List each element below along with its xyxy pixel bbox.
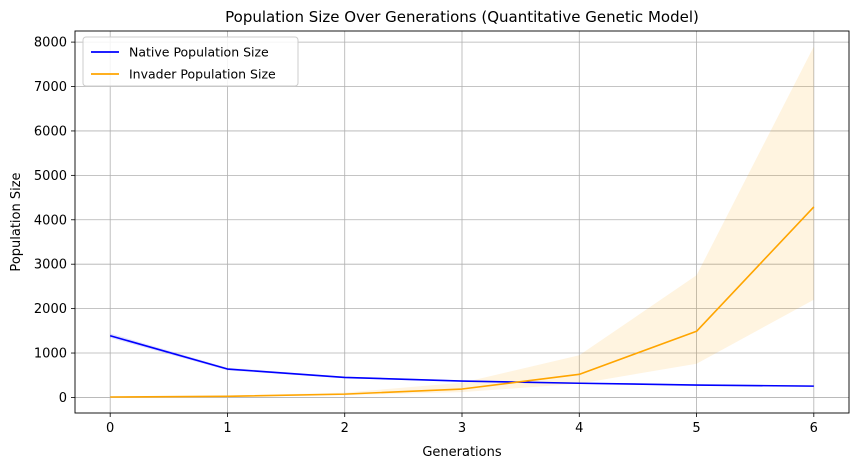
x-tick-label: 6 [810, 421, 818, 436]
y-tick-label: 1000 [34, 347, 67, 362]
series-line-1 [109, 334, 814, 387]
series-lines [109, 206, 815, 398]
chart-title: Population Size Over Generations (Quanti… [225, 8, 699, 26]
series-line-2 [110, 206, 815, 398]
y-axis: 0 1000 2000 3000 4000 5000 6000 7000 8000 [34, 36, 75, 406]
x-tick-label: 5 [692, 421, 700, 436]
x-tick-label: 2 [341, 421, 349, 436]
y-axis-label: Population Size [9, 172, 24, 271]
y-tick-label: 8000 [34, 36, 67, 51]
grid-lines [75, 31, 849, 413]
legend-label: Invader Population Size [129, 67, 276, 82]
y-tick-label: 4000 [34, 213, 67, 228]
y-tick-label: 5000 [34, 169, 67, 184]
x-tick-label: 4 [575, 421, 583, 436]
legend: Native Population Size Invader Population… [82, 36, 299, 87]
y-tick-label: 0 [59, 391, 67, 406]
x-axis: 0 1 2 3 4 5 6 [106, 413, 818, 436]
x-tick-label: 1 [223, 421, 231, 436]
legend-label: Native Population Size [129, 45, 269, 60]
x-tick-label: 3 [458, 421, 466, 436]
legend-box [82, 36, 299, 87]
y-tick-label: 3000 [34, 258, 67, 273]
y-tick-label: 6000 [34, 124, 67, 139]
y-tick-label: 2000 [34, 302, 67, 317]
y-tick-label: 7000 [34, 80, 67, 95]
x-axis-label: Generations [422, 445, 502, 460]
x-tick-label: 0 [106, 421, 114, 436]
